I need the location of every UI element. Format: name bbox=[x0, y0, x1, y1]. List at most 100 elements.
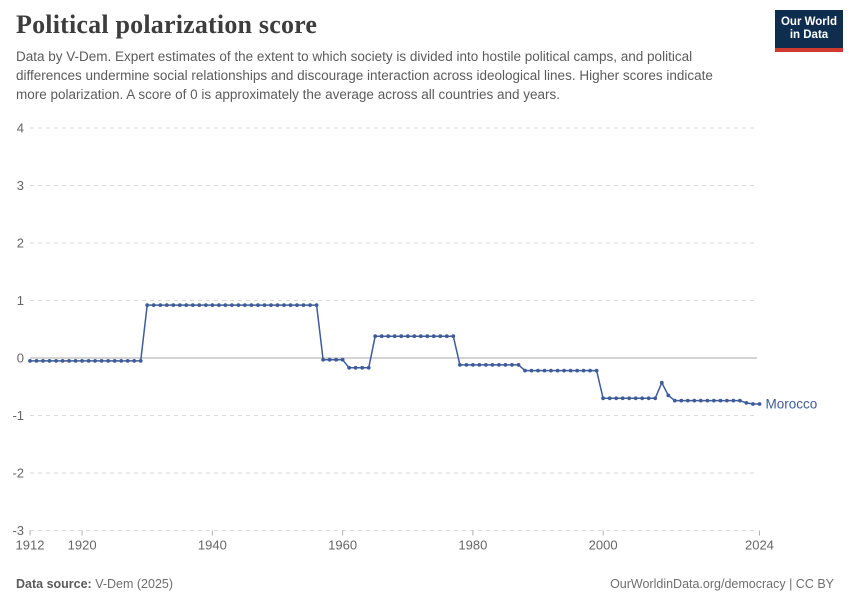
data-point[interactable] bbox=[431, 334, 436, 339]
data-point[interactable] bbox=[327, 357, 332, 362]
data-point[interactable] bbox=[67, 359, 71, 363]
data-point[interactable] bbox=[158, 303, 163, 307]
data-point[interactable] bbox=[190, 303, 195, 307]
data-point[interactable] bbox=[86, 359, 91, 363]
data-point[interactable] bbox=[275, 303, 280, 307]
data-point[interactable] bbox=[353, 365, 358, 370]
data-point[interactable] bbox=[197, 303, 202, 307]
data-point[interactable] bbox=[379, 334, 384, 339]
data-point[interactable] bbox=[490, 363, 495, 367]
data-point[interactable] bbox=[204, 303, 208, 307]
data-point[interactable] bbox=[484, 363, 488, 367]
data-point[interactable] bbox=[256, 303, 260, 307]
data-point[interactable] bbox=[497, 363, 501, 367]
data-point[interactable] bbox=[653, 396, 658, 401]
data-point[interactable] bbox=[627, 396, 632, 401]
data-point[interactable] bbox=[99, 359, 104, 363]
data-point[interactable] bbox=[451, 334, 456, 339]
data-point[interactable] bbox=[607, 396, 612, 401]
data-point[interactable] bbox=[588, 368, 592, 373]
data-point[interactable] bbox=[581, 368, 586, 373]
data-point[interactable] bbox=[80, 359, 84, 363]
data-point[interactable] bbox=[510, 363, 514, 367]
data-point[interactable] bbox=[477, 363, 482, 367]
data-point[interactable] bbox=[705, 398, 710, 403]
data-point[interactable] bbox=[47, 359, 52, 363]
data-point[interactable] bbox=[744, 401, 749, 405]
data-point[interactable] bbox=[347, 365, 351, 370]
data-point[interactable] bbox=[177, 303, 182, 307]
data-point[interactable] bbox=[34, 359, 39, 363]
data-point[interactable] bbox=[542, 368, 547, 373]
data-point[interactable] bbox=[685, 398, 690, 403]
data-point[interactable] bbox=[145, 303, 150, 307]
data-point[interactable] bbox=[405, 334, 410, 339]
data-point[interactable] bbox=[217, 303, 221, 307]
data-point[interactable] bbox=[54, 359, 58, 363]
chart-canvas[interactable]: -3 -2 -1 0 1 2 3 4 1912 1920 1940 1960 1980 2000 2024 M… bbox=[0, 110, 850, 570]
data-point[interactable] bbox=[399, 334, 404, 339]
data-point[interactable] bbox=[698, 398, 703, 403]
data-point[interactable] bbox=[73, 359, 78, 363]
data-point[interactable] bbox=[614, 396, 619, 401]
data-point[interactable] bbox=[536, 368, 540, 373]
data-point[interactable] bbox=[282, 303, 286, 307]
data-point[interactable] bbox=[243, 303, 247, 307]
data-point[interactable] bbox=[360, 365, 365, 370]
data-point[interactable] bbox=[184, 303, 189, 307]
data-point[interactable] bbox=[392, 334, 397, 339]
data-point[interactable] bbox=[751, 402, 755, 406]
data-point[interactable] bbox=[418, 334, 423, 339]
data-point[interactable] bbox=[288, 303, 293, 307]
data-point[interactable] bbox=[236, 303, 241, 307]
data-point[interactable] bbox=[41, 359, 45, 363]
data-point[interactable] bbox=[444, 334, 449, 339]
data-point[interactable] bbox=[164, 303, 169, 307]
data-point[interactable] bbox=[60, 359, 65, 363]
data-point[interactable] bbox=[321, 357, 325, 362]
data-point[interactable] bbox=[646, 396, 651, 401]
data-point[interactable] bbox=[471, 363, 475, 367]
data-point[interactable] bbox=[125, 359, 130, 363]
data-point[interactable] bbox=[555, 368, 560, 373]
data-point[interactable] bbox=[112, 359, 117, 363]
data-point[interactable] bbox=[119, 359, 124, 363]
data-point[interactable] bbox=[679, 398, 684, 403]
data-point[interactable] bbox=[464, 363, 469, 367]
data-point[interactable] bbox=[308, 303, 312, 307]
data-point[interactable] bbox=[28, 359, 32, 363]
data-point[interactable] bbox=[171, 303, 176, 307]
credit-link[interactable]: OurWorldinData.org/democracy | CC BY bbox=[610, 577, 834, 591]
data-point[interactable] bbox=[295, 303, 299, 307]
data-point[interactable] bbox=[412, 334, 417, 339]
data-point[interactable] bbox=[640, 396, 645, 401]
data-point[interactable] bbox=[568, 368, 573, 373]
data-point[interactable] bbox=[620, 396, 625, 401]
data-point[interactable] bbox=[262, 303, 267, 307]
data-point[interactable] bbox=[458, 363, 462, 367]
data-point[interactable] bbox=[718, 398, 723, 403]
series-line-morocco[interactable] bbox=[30, 304, 760, 405]
data-point[interactable] bbox=[210, 303, 215, 307]
data-point[interactable] bbox=[269, 303, 273, 307]
data-point[interactable] bbox=[249, 303, 254, 307]
data-point[interactable] bbox=[738, 398, 742, 403]
data-point[interactable] bbox=[301, 303, 306, 307]
data-point[interactable] bbox=[659, 380, 664, 385]
data-point[interactable] bbox=[503, 363, 508, 367]
data-point[interactable] bbox=[601, 396, 605, 401]
data-point[interactable] bbox=[425, 334, 430, 339]
data-point[interactable] bbox=[438, 334, 443, 339]
data-point[interactable] bbox=[334, 357, 338, 362]
owid-logo[interactable]: Our World in Data bbox=[775, 10, 843, 52]
line-chart[interactable]: -3 -2 -1 0 1 2 3 4 1912 1920 1940 1960 1980 2000 2024 M… bbox=[0, 110, 850, 570]
data-point[interactable] bbox=[138, 359, 143, 363]
data-point[interactable] bbox=[373, 334, 378, 339]
data-point[interactable] bbox=[340, 357, 345, 362]
data-point[interactable] bbox=[757, 402, 762, 406]
data-point[interactable] bbox=[692, 398, 697, 403]
data-point[interactable] bbox=[516, 363, 521, 367]
data-point[interactable] bbox=[594, 368, 599, 373]
data-point[interactable] bbox=[132, 359, 137, 363]
data-point[interactable] bbox=[666, 393, 671, 398]
